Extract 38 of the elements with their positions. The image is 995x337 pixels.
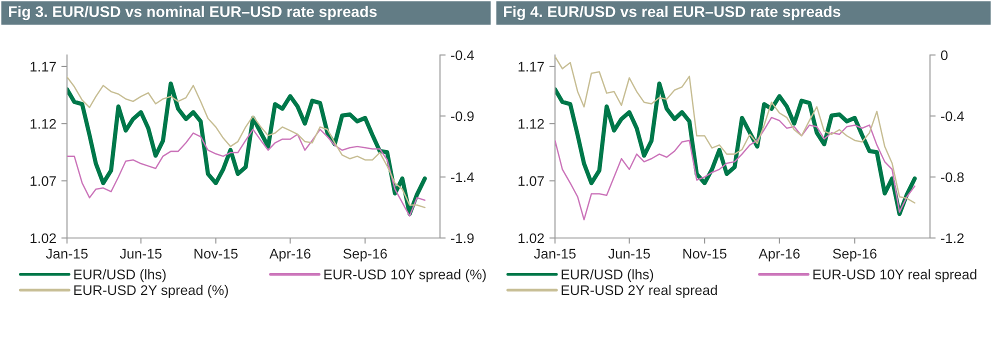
- legend-label: EUR-USD 2Y spread (%): [74, 284, 228, 298]
- chart-title: Fig 4. EUR/USD vs real EUR–USD rate spreads: [504, 6, 840, 20]
- x-tick-label: Jan-15: [534, 248, 576, 259]
- line-series: [555, 56, 916, 204]
- x-tick-label: Jun-15: [608, 248, 650, 259]
- legend-label: EUR/USD (lhs): [562, 269, 654, 282]
- y-tick-label: 1.17: [30, 62, 56, 72]
- legend-label: EUR-USD 10Y spread (%): [324, 269, 486, 282]
- y2-tick-label: -0.4: [451, 50, 474, 60]
- x-tick-label: Sep-16: [343, 248, 387, 262]
- x-tick-label: Nov-15: [194, 248, 238, 259]
- y-tick-label: 1.02: [30, 233, 56, 244]
- x-tick-label: Jun-15: [120, 248, 162, 259]
- y-tick-label: 1.17: [518, 62, 544, 72]
- y2-tick-label: -1.4: [451, 172, 474, 182]
- line-series: [555, 116, 916, 220]
- y2-tick-label: -0.8: [941, 172, 964, 182]
- x-tick-label: Sep-16: [832, 248, 876, 262]
- y-tick-label: 1.07: [30, 176, 56, 186]
- legend-label: EUR-USD 2Y real spread: [562, 284, 717, 298]
- x-tick-label: Apr-16: [269, 248, 310, 262]
- y2-tick-label: -0.9: [451, 111, 474, 122]
- y2-tick-label: -1.2: [941, 233, 964, 244]
- y-tick-label: 1.12: [518, 118, 544, 129]
- y2-tick-label: 0: [940, 50, 948, 60]
- y2-tick-label: -0.4: [941, 111, 964, 122]
- line-series: [67, 128, 426, 217]
- x-tick-label: Jan-15: [46, 248, 88, 259]
- chart-title: Fig 3. EUR/USD vs nominal EUR–USD rate spreads: [9, 6, 377, 20]
- legend-label: EUR/USD (lhs): [74, 269, 166, 282]
- x-tick-label: Apr-16: [758, 248, 800, 262]
- legend-label: EUR-USD 10Y real spread: [813, 269, 976, 282]
- y-tick-label: 1.12: [30, 118, 56, 129]
- y-tick-label: 1.02: [518, 233, 544, 244]
- y-tick-label: 1.07: [518, 176, 544, 186]
- y2-tick-label: -1.9: [451, 233, 474, 244]
- line-series: [555, 82, 917, 216]
- x-tick-label: Nov-15: [683, 248, 726, 259]
